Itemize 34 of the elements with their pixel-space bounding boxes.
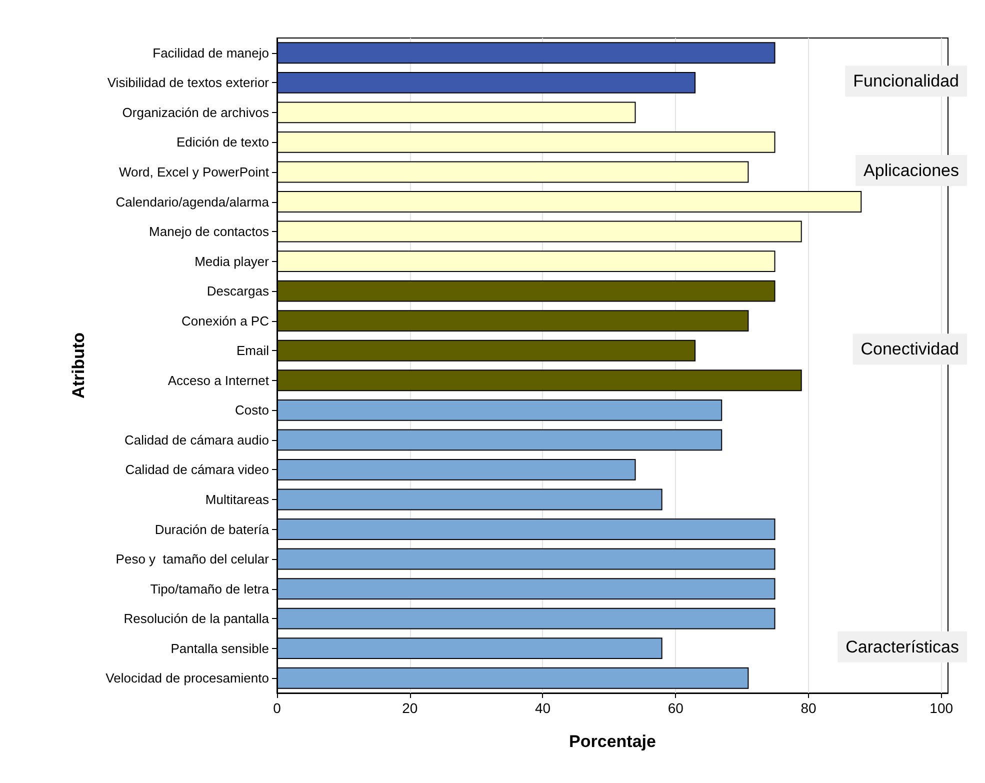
y-tick-label: Manejo de contactos: [149, 224, 270, 240]
y-tick-label: Acceso a Internet: [168, 372, 270, 388]
y-tick-label: Tipo/tamaño de letra: [150, 581, 270, 596]
y-tick-label: Calidad de cámara video: [125, 462, 269, 478]
y-tick-label: Calendario/agenda/alarma: [116, 194, 270, 210]
y-tick-label: Pantalla sensible: [170, 640, 269, 656]
x-tick-label: 40: [534, 700, 551, 716]
x-tick-label: 60: [668, 700, 684, 716]
y-tick-label: Multitareas: [205, 492, 270, 507]
y-tick-label: Descargas: [206, 284, 270, 299]
y-tick-label: Facilidad de manejo: [152, 45, 269, 60]
y-tick-label: Costo: [235, 402, 269, 418]
annotation: Aplicaciones: [864, 160, 960, 180]
y-tick-label: Duración de batería: [154, 522, 270, 537]
y-tick-label: Media player: [194, 254, 270, 269]
y-tick-label: Calidad de cámara audio: [124, 432, 269, 448]
annotation: Funcionalidad: [853, 72, 960, 91]
y-tick-label: Organización de archivos: [122, 104, 270, 120]
y-tick-label: Visibilidad de textos exterior: [107, 75, 270, 90]
y-tick-label: Email: [236, 343, 270, 358]
y-tick-label: Word, Excel y PowerPoint: [118, 164, 270, 180]
y-tick-label: Edición de texto: [176, 134, 269, 150]
y-tick-label: Peso y tamaño del celular: [116, 552, 270, 567]
x-tick-label: 20: [402, 700, 418, 716]
y-axis-title: Atributo: [69, 332, 88, 399]
y-tick-label: Resolución de la pantalla: [124, 611, 270, 626]
x-tick-label: 0: [273, 700, 282, 716]
x-axis-title: Porcentaje: [569, 732, 656, 751]
y-tick-label: Conexión a PC: [182, 313, 269, 328]
x-tick-label: 80: [800, 700, 816, 716]
y-tick-label: Velocidad de procesamiento: [106, 670, 269, 686]
annotation: Características: [846, 637, 960, 656]
x-tick-label: 100: [930, 700, 954, 716]
annotation: Conectividad: [860, 340, 959, 359]
